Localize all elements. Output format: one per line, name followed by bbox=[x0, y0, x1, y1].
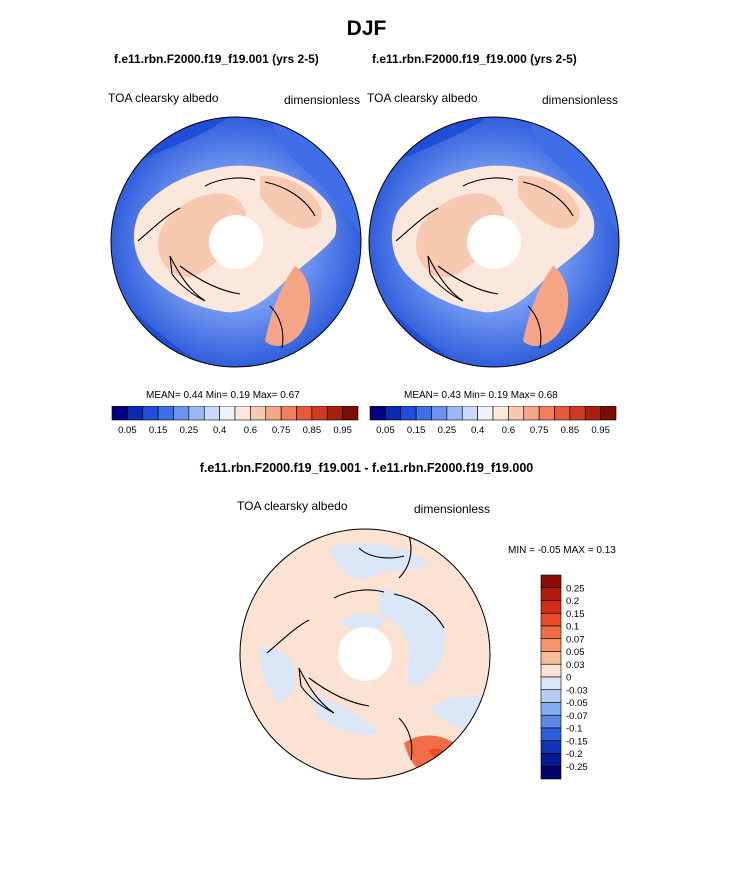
diff-colorbar-swatch bbox=[540, 663, 562, 678]
diff-colorbar-tick-label: -0.05 bbox=[566, 698, 588, 709]
left-polar-map bbox=[110, 116, 362, 368]
left-colorbar-swatch bbox=[219, 406, 236, 421]
right-colorbar-tick-label: 0.15 bbox=[407, 425, 426, 436]
diff-colorbar-tick-label: 0.07 bbox=[566, 634, 585, 645]
right-colorbar-tick-label: 0.85 bbox=[561, 425, 580, 436]
left-colorbar-tick-label: 0.15 bbox=[149, 425, 168, 436]
diff-colorbar-tick-label: -0.15 bbox=[566, 736, 588, 747]
diff-stats: MIN = -0.05 MAX = 0.13 bbox=[508, 545, 616, 556]
diff-var-label: TOA clearsky albedo bbox=[237, 499, 348, 513]
diff-polar-map bbox=[239, 528, 491, 780]
diff-colorbar-swatch bbox=[540, 714, 562, 729]
diff-colorbar-swatch bbox=[540, 753, 562, 767]
left-colorbar-swatch bbox=[111, 406, 128, 421]
left-colorbar-swatch bbox=[311, 406, 328, 421]
left-colorbar-swatch bbox=[234, 406, 251, 421]
left-colorbar-swatch bbox=[173, 406, 190, 421]
right-polar-map bbox=[368, 116, 620, 368]
right-colorbar-swatch bbox=[569, 406, 586, 421]
subtitle-right: f.e11.rbn.F2000.f19_f19.000 (yrs 2-5) bbox=[372, 52, 577, 66]
right-colorbar-swatch bbox=[538, 406, 555, 421]
diff-units-label: dimensionless bbox=[414, 502, 491, 516]
left-var-label: TOA clearsky albedo bbox=[108, 91, 219, 105]
diff-colorbar-tick-label: 0.05 bbox=[566, 647, 585, 658]
diff-colorbar-swatch bbox=[540, 587, 562, 601]
left-colorbar-swatch bbox=[142, 406, 159, 421]
right-colorbar-swatch bbox=[584, 406, 601, 421]
right-colorbar-swatch bbox=[385, 406, 402, 421]
diff-colorbar-tick-label: 0.03 bbox=[566, 660, 585, 671]
left-stats: MEAN= 0.44 Min= 0.19 Max= 0.67 bbox=[146, 390, 300, 401]
left-colorbar-tick-label: 0.95 bbox=[333, 425, 352, 436]
right-colorbar-swatch bbox=[415, 406, 432, 421]
right-colorbar-swatch bbox=[446, 406, 463, 421]
left-colorbar-swatch bbox=[157, 406, 174, 421]
left-colorbar-swatch bbox=[188, 406, 205, 421]
right-colorbar: 0.05 0.15 0.25 0.4 0.6 0.75 0.85 0.95 bbox=[369, 406, 617, 436]
diff-colorbar-swatch bbox=[540, 727, 562, 742]
figure-title: DJF bbox=[346, 17, 387, 40]
left-colorbar-swatch bbox=[296, 406, 313, 421]
diff-colorbar: 0.25 0.2 0.15 0.10.07 0.05 0.03 0-0.03 -0.05 -0.… bbox=[540, 574, 588, 780]
right-colorbar-swatch bbox=[400, 406, 417, 421]
right-colorbar-tick-label: 0.05 bbox=[376, 425, 395, 436]
left-colorbar-swatch bbox=[250, 406, 267, 421]
right-colorbar-tick-label: 0.95 bbox=[591, 425, 610, 436]
left-units-label: dimensionless bbox=[284, 93, 361, 107]
left-colorbar-swatch bbox=[326, 406, 343, 421]
left-colorbar-swatch bbox=[265, 406, 282, 421]
diff-colorbar-swatch bbox=[540, 702, 562, 716]
diff-colorbar-tick-label: -0.25 bbox=[566, 762, 588, 773]
left-colorbar-tick-label: 0.6 bbox=[244, 425, 257, 436]
right-stats: MEAN= 0.43 Min= 0.19 Max= 0.68 bbox=[404, 390, 558, 401]
diff-colorbar-tick-label: -0.03 bbox=[566, 685, 588, 696]
diff-colorbar-swatch bbox=[540, 765, 562, 780]
diff-colorbar-swatch bbox=[540, 740, 562, 754]
diff-colorbar-tick-label: 0.1 bbox=[566, 622, 579, 633]
diff-colorbar-tick-label: 0.2 bbox=[566, 596, 579, 607]
left-colorbar-tick-label: 0.05 bbox=[118, 425, 137, 436]
right-colorbar-swatch bbox=[477, 406, 494, 421]
right-colorbar-swatch bbox=[369, 406, 386, 421]
diff-colorbar-swatch bbox=[540, 625, 562, 640]
diff-colorbar-swatch bbox=[540, 676, 562, 691]
left-colorbar-swatch bbox=[280, 406, 297, 421]
left-colorbar-swatch bbox=[127, 406, 144, 421]
diff-colorbar-tick-label: -0.1 bbox=[566, 724, 582, 735]
diff-colorbar-tick-label: 0.25 bbox=[566, 583, 585, 594]
left-colorbar-tick-label: 0.25 bbox=[180, 425, 199, 436]
right-colorbar-swatch bbox=[600, 406, 617, 421]
left-colorbar-tick-label: 0.75 bbox=[272, 425, 291, 436]
left-colorbar-tick-label: 0.4 bbox=[213, 425, 226, 436]
right-colorbar-swatch bbox=[461, 406, 478, 421]
right-colorbar-tick-label: 0.4 bbox=[471, 425, 484, 436]
left-colorbar-tick-label: 0.85 bbox=[303, 425, 322, 436]
left-colorbar-swatch bbox=[342, 406, 359, 421]
right-colorbar-swatch bbox=[523, 406, 540, 421]
diff-colorbar-swatch bbox=[540, 689, 562, 703]
right-colorbar-swatch bbox=[554, 406, 571, 421]
right-units-label: dimensionless bbox=[542, 93, 619, 107]
right-colorbar-tick-label: 0.75 bbox=[530, 425, 549, 436]
diff-colorbar-tick-label: 0 bbox=[566, 673, 571, 684]
left-colorbar: 0.05 0.15 0.25 0.4 0.6 0.75 0.85 0.95 bbox=[111, 406, 359, 436]
right-colorbar-swatch bbox=[508, 406, 525, 421]
right-colorbar-tick-label: 0.6 bbox=[502, 425, 515, 436]
left-colorbar-swatch bbox=[203, 406, 220, 421]
diff-colorbar-tick-label: -0.07 bbox=[566, 711, 588, 722]
subtitle-left: f.e11.rbn.F2000.f19_f19.001 (yrs 2-5) bbox=[114, 52, 319, 66]
right-var-label: TOA clearsky albedo bbox=[367, 91, 478, 105]
diff-colorbar-swatch bbox=[540, 651, 562, 665]
diff-colorbar-tick-label: -0.2 bbox=[566, 749, 582, 760]
right-colorbar-tick-label: 0.25 bbox=[438, 425, 457, 436]
diff-colorbar-swatch bbox=[540, 612, 562, 627]
diff-colorbar-swatch bbox=[540, 574, 562, 589]
diff-title: f.e11.rbn.F2000.f19_f19.001 - f.e11.rbn.… bbox=[199, 461, 534, 475]
diff-colorbar-swatch bbox=[540, 600, 562, 614]
right-colorbar-swatch bbox=[431, 406, 448, 421]
diff-colorbar-tick-label: 0.15 bbox=[566, 609, 585, 620]
right-colorbar-swatch bbox=[492, 406, 509, 421]
diff-colorbar-swatch bbox=[540, 638, 562, 652]
